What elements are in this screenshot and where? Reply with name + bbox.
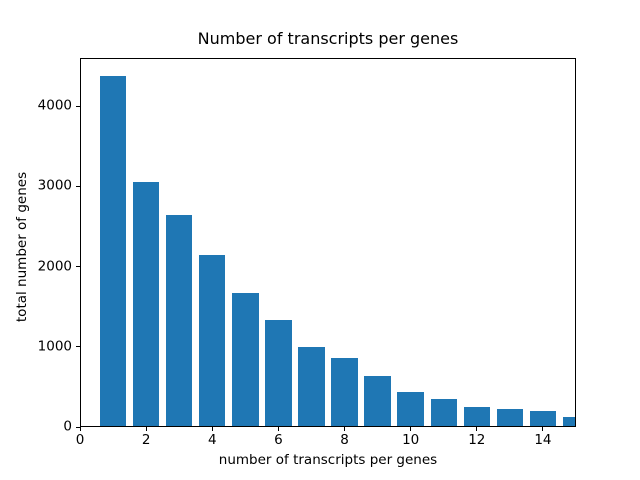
x-tick-label: 8	[340, 432, 349, 448]
y-tick-mark	[76, 105, 80, 107]
x-axis-label: number of transcripts per genes	[218, 452, 438, 468]
bar	[132, 181, 160, 427]
x-tick-mark	[410, 427, 412, 431]
bar	[331, 358, 358, 427]
bar	[232, 292, 259, 427]
y-tick-mark	[76, 266, 80, 268]
y-tick-label: 4000	[37, 97, 72, 114]
y-tick-label: 2000	[37, 258, 72, 275]
chart-title: Number of transcripts per genes	[197, 29, 459, 48]
bar	[496, 408, 524, 427]
x-tick-mark	[344, 427, 346, 431]
bar	[397, 391, 424, 427]
x-tick-label: 2	[141, 432, 151, 448]
bar	[265, 320, 292, 427]
y-tick-label: 0	[63, 418, 72, 435]
x-tick-mark	[145, 427, 147, 431]
y-tick-label: 3000	[37, 177, 72, 194]
y-tick-mark	[76, 426, 80, 428]
x-tick-label: 4	[207, 432, 217, 448]
x-tick-label: 10	[402, 432, 420, 448]
bar	[430, 398, 457, 427]
bar	[463, 407, 491, 427]
x-tick-label: 0	[75, 432, 85, 448]
bar	[199, 254, 226, 427]
bar	[529, 411, 557, 427]
bar	[99, 76, 127, 427]
y-tick-mark	[76, 185, 80, 187]
x-tick-label: 6	[274, 432, 283, 448]
x-tick-mark	[542, 427, 544, 431]
bar	[364, 376, 391, 427]
x-tick-mark	[476, 427, 478, 431]
x-tick-mark	[211, 427, 213, 431]
y-axis-label: total number of genes	[14, 171, 30, 323]
x-tick-label: 14	[534, 432, 552, 448]
x-tick-mark	[277, 427, 279, 431]
x-tick-label: 12	[468, 432, 486, 448]
x-tick-mark	[79, 427, 81, 431]
bar	[562, 416, 576, 427]
bar	[165, 214, 193, 427]
bar	[298, 346, 325, 427]
y-tick-label: 1000	[37, 338, 72, 355]
y-tick-mark	[76, 346, 80, 348]
